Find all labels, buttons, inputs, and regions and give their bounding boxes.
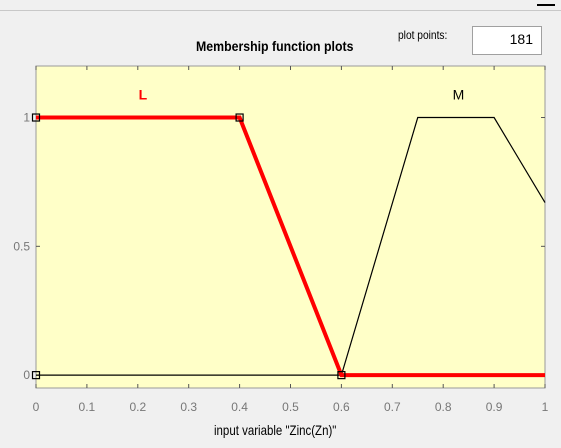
y-tick-label: 0.5 [13,239,30,253]
minimize-icon[interactable] [537,0,555,6]
x-tick-label: 1 [542,400,549,414]
x-tick-label: 0.3 [180,400,197,414]
vertex-handle[interactable] [337,371,346,380]
x-axis-label: input variable "Zinc(Zn)" [214,422,337,438]
top-divider [0,0,561,11]
x-tick-label: 0.9 [486,400,503,414]
vertex-handle[interactable] [31,113,41,122]
x-tick-label: 0.5 [282,400,299,414]
x-tick-label: 0.1 [79,400,96,414]
x-tick-label: 0.7 [384,400,401,414]
x-tick-label: 0.8 [435,400,452,414]
y-tick-label: 1 [23,111,30,125]
y-tick-label: 0 [23,368,30,382]
vertex-handle[interactable] [31,371,41,380]
mf-label-l[interactable]: L [139,86,148,102]
chart-title: Membership function plots [196,38,354,54]
x-tick-label: 0.2 [129,400,146,414]
mf-curve-l[interactable] [36,115,545,378]
x-tick-label: 0 [33,400,40,414]
mf-label-m[interactable]: M [453,86,465,102]
vertex-handle[interactable] [235,113,244,122]
x-tick-label: 0.4 [231,400,248,414]
plot-points-label: plot points: [398,28,448,42]
mf-curve-m[interactable] [36,116,546,376]
plot-points-input[interactable]: 181 [472,26,542,55]
axes-background[interactable] [35,65,546,389]
x-tick-label: 0.6 [333,400,350,414]
